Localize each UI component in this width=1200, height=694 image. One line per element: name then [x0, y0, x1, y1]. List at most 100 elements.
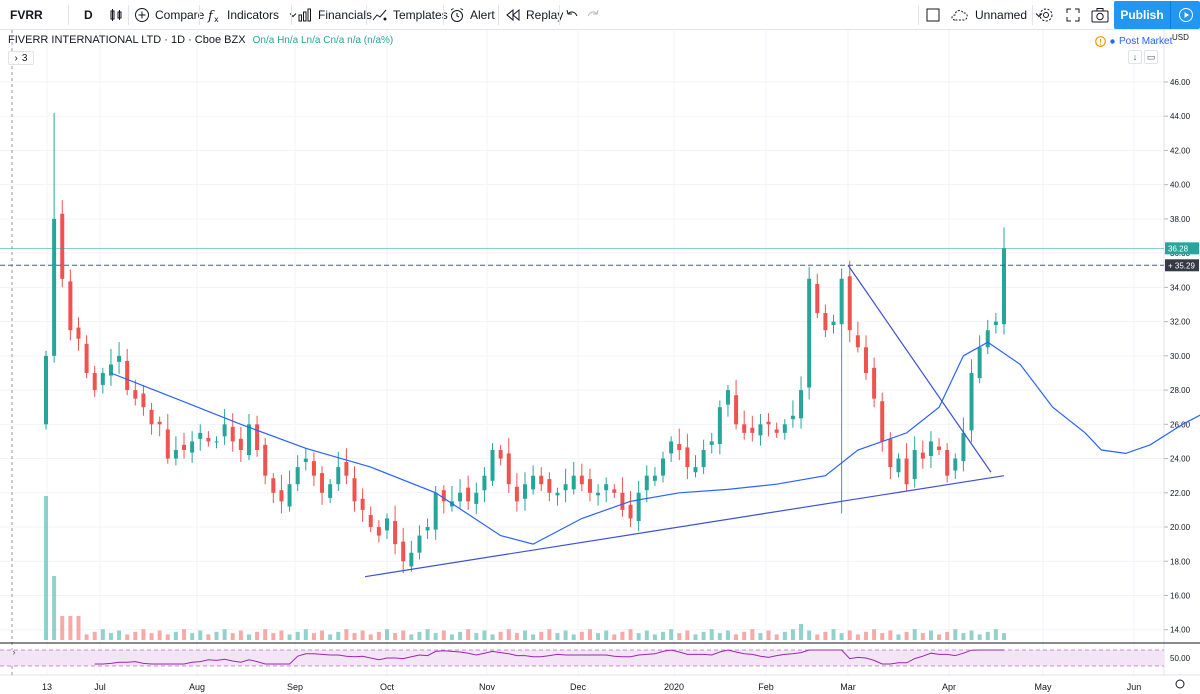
candle: [669, 441, 674, 454]
divider: [199, 5, 200, 25]
candle: [661, 458, 666, 476]
candle: [514, 486, 519, 502]
x-tick-label: Jun: [1127, 682, 1142, 692]
replay-button[interactable]: Replay: [505, 0, 563, 30]
volume-bar: [847, 630, 852, 640]
candle: [482, 475, 487, 491]
interval-button[interactable]: D: [84, 0, 93, 30]
candle: [133, 390, 138, 399]
financials-button[interactable]: Financials: [297, 0, 372, 30]
redo-button[interactable]: [586, 0, 600, 30]
publish-video-button[interactable]: [1170, 1, 1200, 29]
candle: [344, 461, 349, 476]
undo-button[interactable]: [565, 0, 579, 30]
rewind-icon: [506, 8, 520, 22]
rsi-scale-label: 50.00: [1170, 654, 1191, 663]
candle: [766, 421, 771, 425]
x-tick-label: Jul: [94, 682, 106, 692]
candle: [263, 444, 268, 476]
volume-bar: [669, 629, 674, 640]
volume-bar: [295, 631, 300, 640]
undo-icon: [566, 9, 578, 17]
candle: [969, 372, 974, 431]
candle: [68, 281, 73, 331]
candle: [433, 492, 438, 530]
candle: [523, 484, 527, 499]
post-market-indicator[interactable]: Post Market: [1095, 36, 1172, 47]
candle: [620, 492, 625, 510]
divider: [1032, 5, 1033, 25]
compare-button[interactable]: Compare: [134, 0, 204, 30]
volume-bar: [255, 631, 260, 640]
candle: [295, 467, 300, 485]
volume-bar: [823, 631, 828, 640]
fullscreen-select-button[interactable]: [926, 0, 940, 30]
scroll-down-button[interactable]: ↓: [1128, 50, 1142, 64]
candle: [417, 535, 422, 553]
chart-type-button[interactable]: [108, 0, 124, 30]
divider: [68, 5, 69, 25]
templates-button[interactable]: Templates: [372, 0, 448, 30]
volume-bar: [904, 631, 909, 640]
moving-average-line: [110, 341, 1200, 545]
y-tick-label: 44.00: [1170, 112, 1191, 121]
settings-button[interactable]: [1038, 0, 1054, 30]
volume-bar: [287, 634, 292, 640]
axis-settings-gear-icon[interactable]: [1175, 679, 1185, 689]
volume-bar: [628, 629, 633, 640]
volume-bar: [872, 629, 877, 640]
candle: [742, 424, 747, 433]
rsi-collapse-button[interactable]: ›: [8, 646, 20, 658]
divider: [918, 5, 919, 25]
indicators-collapse-button[interactable]: › 3: [8, 51, 34, 65]
candle: [571, 475, 576, 490]
candle: [384, 518, 389, 531]
x-tick-label: Feb: [758, 682, 774, 692]
publish-button[interactable]: Publish: [1114, 1, 1170, 29]
candle: [190, 441, 195, 453]
volume-bar: [222, 629, 227, 640]
candle: [60, 213, 65, 279]
volume-bar: [466, 629, 471, 640]
symbol-title: FIVERR INTERNATIONAL LTD · 1D · Cboe BZX: [8, 34, 246, 46]
candle: [320, 473, 325, 493]
divider: [498, 5, 499, 25]
candle: [725, 390, 730, 405]
expand-icon: [1066, 8, 1080, 22]
candle: [409, 552, 414, 567]
volume-bar: [863, 631, 868, 640]
symbol-search[interactable]: FVRR: [10, 0, 43, 30]
svg-text:x: x: [214, 15, 219, 23]
volume-bar: [482, 630, 487, 640]
volume-bar: [92, 631, 97, 640]
candle: [376, 527, 381, 536]
volume-bar: [855, 634, 860, 640]
volume-bar: [977, 634, 982, 640]
candle: [206, 438, 211, 442]
x-tick-label: Oct: [380, 682, 395, 692]
gear-icon: [1039, 8, 1053, 22]
volume-bar: [774, 634, 779, 640]
candle: [888, 438, 893, 468]
resistance-trendline: [847, 264, 992, 473]
crosshair-price-tag: [1165, 259, 1199, 272]
fullscreen-button[interactable]: [1066, 0, 1080, 30]
layout-button[interactable]: Unnamed: [950, 0, 1043, 30]
volume-bar: [474, 633, 479, 640]
volume-bar: [969, 630, 974, 640]
volume-bar: [506, 629, 511, 640]
volume-bar: [790, 629, 795, 640]
price-chart[interactable]: USD 14.00 16.00 18.00 20.00 22.00 24.00 26.00 28…: [0, 30, 1200, 694]
alert-button[interactable]: Alert: [449, 0, 495, 30]
candle: [685, 447, 690, 468]
candle: [945, 449, 950, 476]
redo-icon: [587, 9, 599, 17]
snapshot-button[interactable]: [1091, 0, 1109, 30]
square-icon: [926, 8, 940, 22]
candle: [628, 504, 633, 519]
maximize-button[interactable]: ▭: [1144, 50, 1158, 64]
volume-bar: [393, 633, 398, 640]
